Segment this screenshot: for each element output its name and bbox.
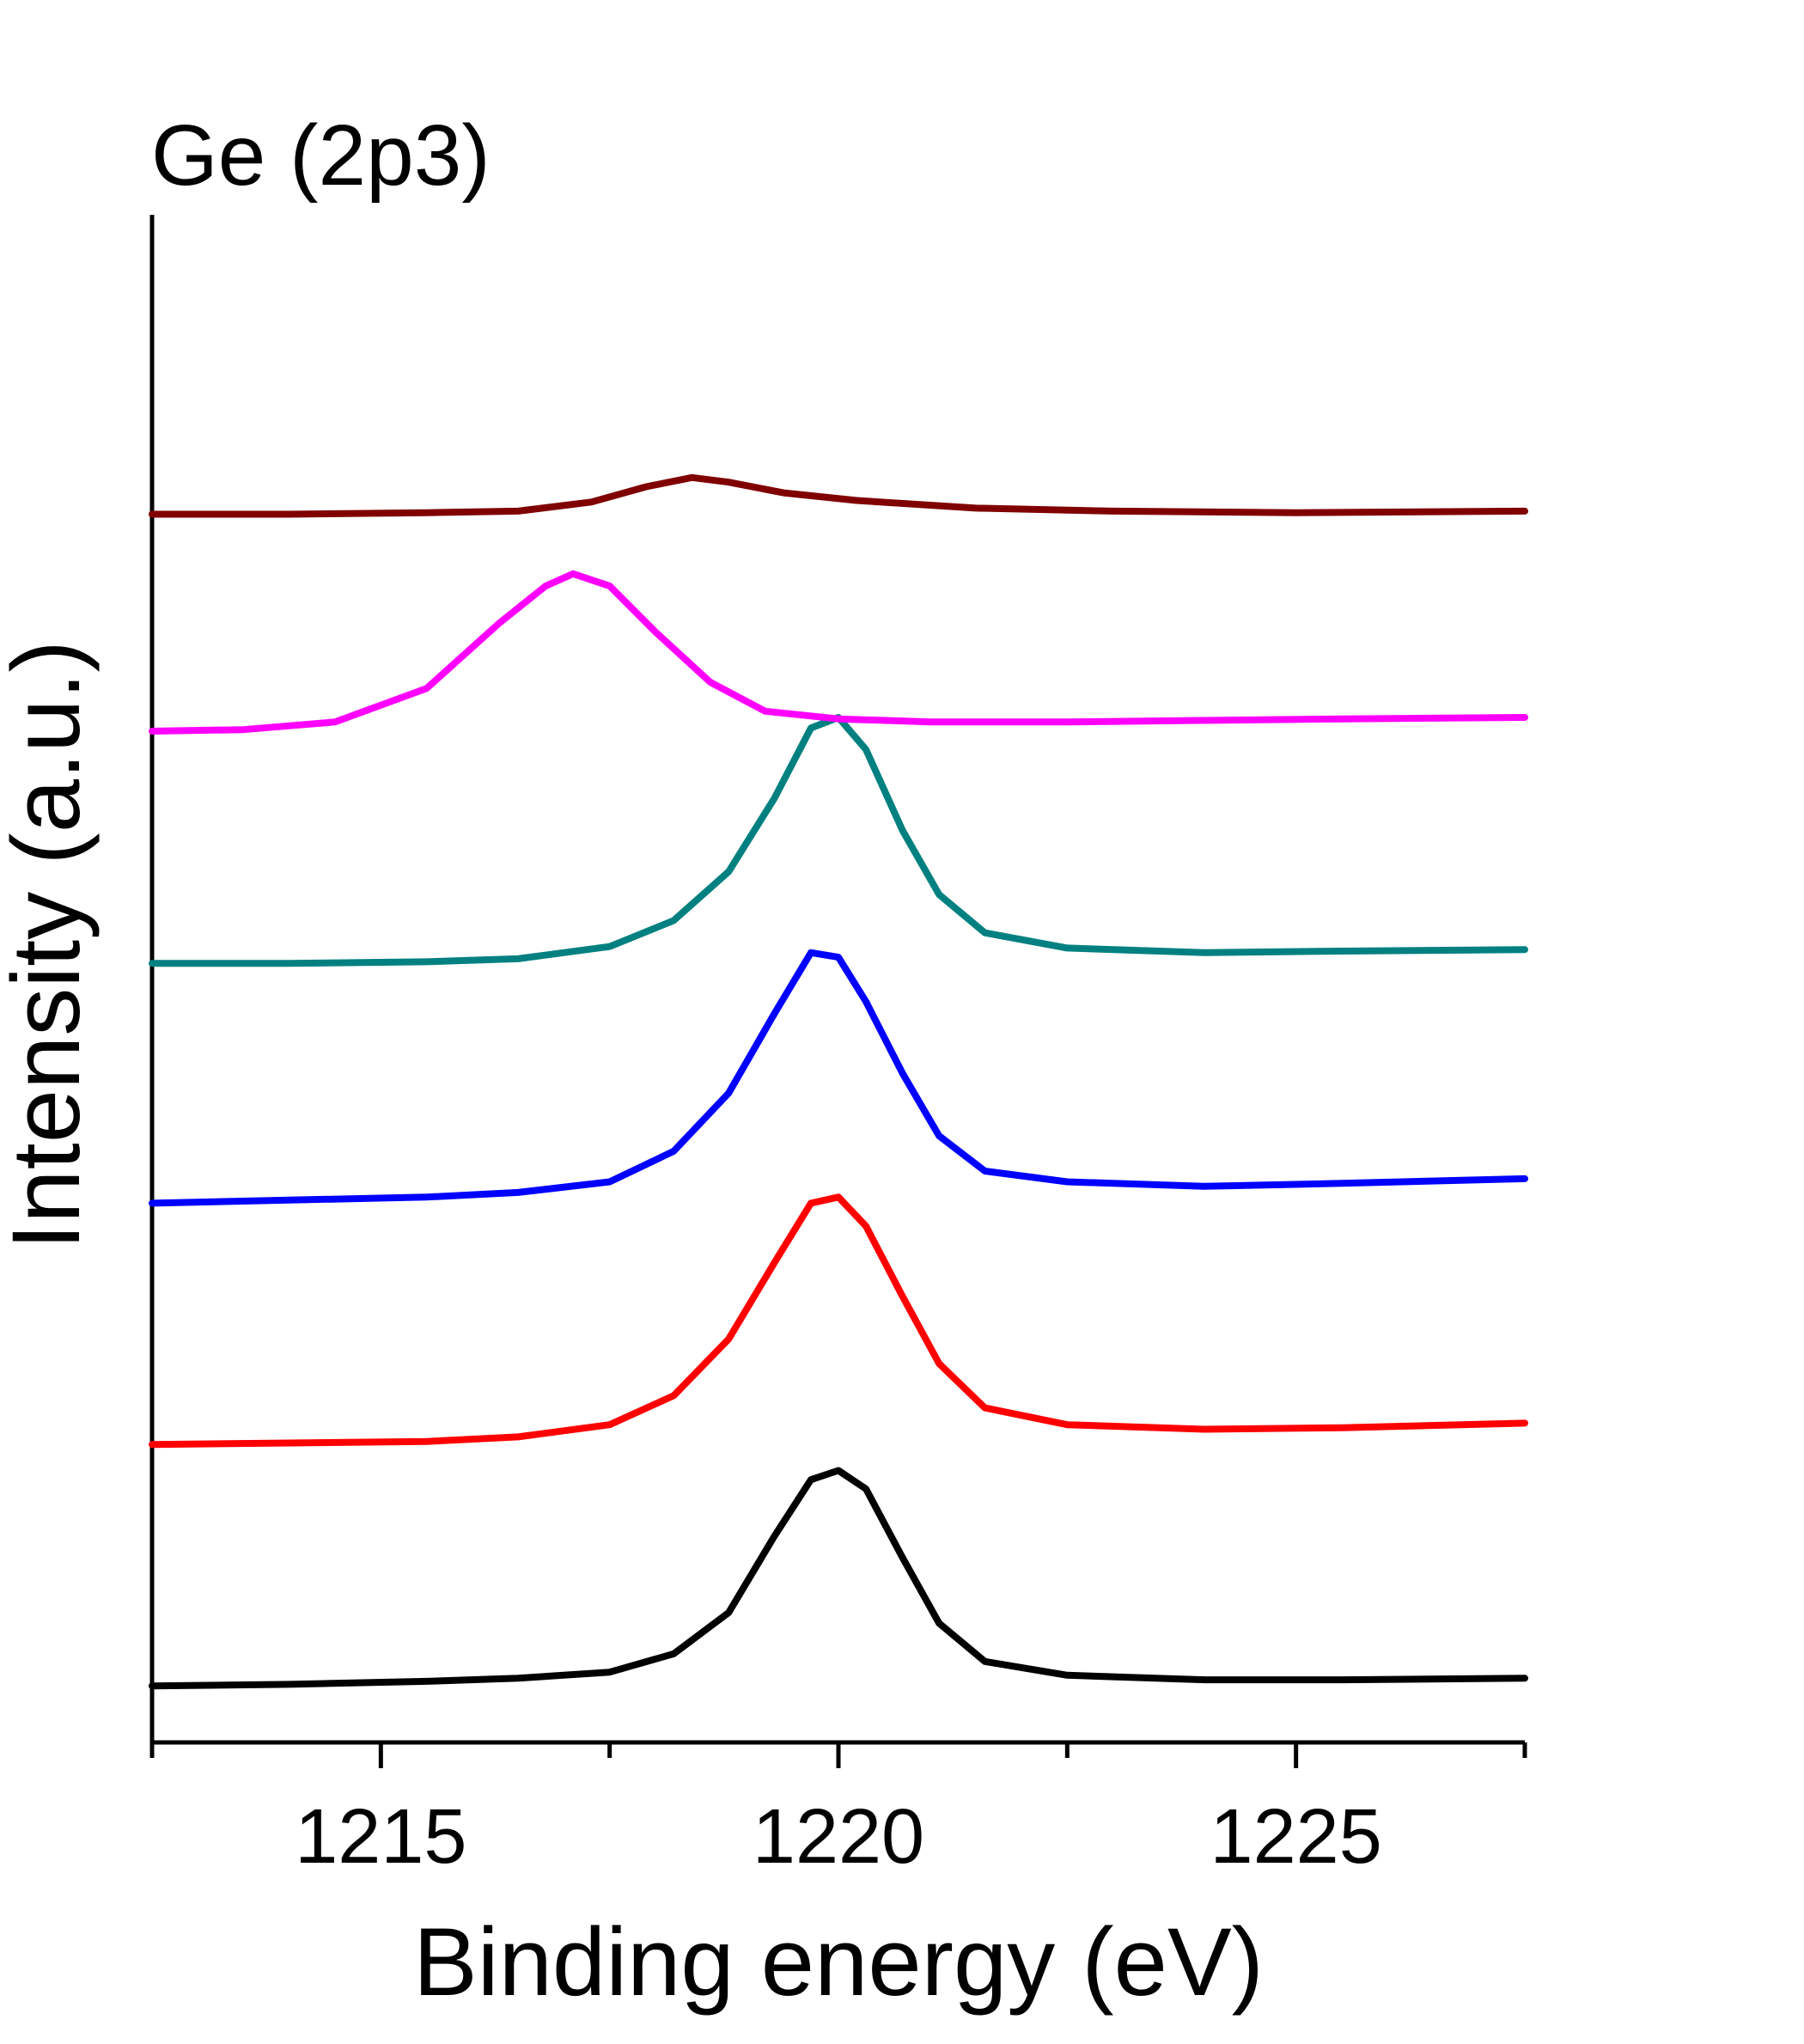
- y-axis-title: Intensity (a.u.): [0, 640, 100, 1250]
- series-line-3: [149, 949, 1528, 1207]
- x-tick-label: 1220: [753, 1794, 924, 1880]
- series-line-4: [149, 714, 1528, 967]
- x-axis-title: Binding energy (eV): [413, 1908, 1264, 2016]
- series-group: [149, 473, 1528, 1690]
- x-axis-ticks: 1215 1220 1225: [149, 1742, 1527, 1880]
- chart-title: Ge (2p3): [151, 107, 491, 204]
- x-tick-label: 1225: [1210, 1794, 1382, 1880]
- series-line-2: [149, 1193, 1528, 1449]
- x-tick-label: 1215: [295, 1794, 466, 1880]
- series-line-1: [149, 1467, 1528, 1690]
- plot-area: 1215 1220 1225: [149, 215, 1528, 1880]
- series-line-6: [149, 473, 1528, 518]
- series-line-5: [149, 570, 1528, 735]
